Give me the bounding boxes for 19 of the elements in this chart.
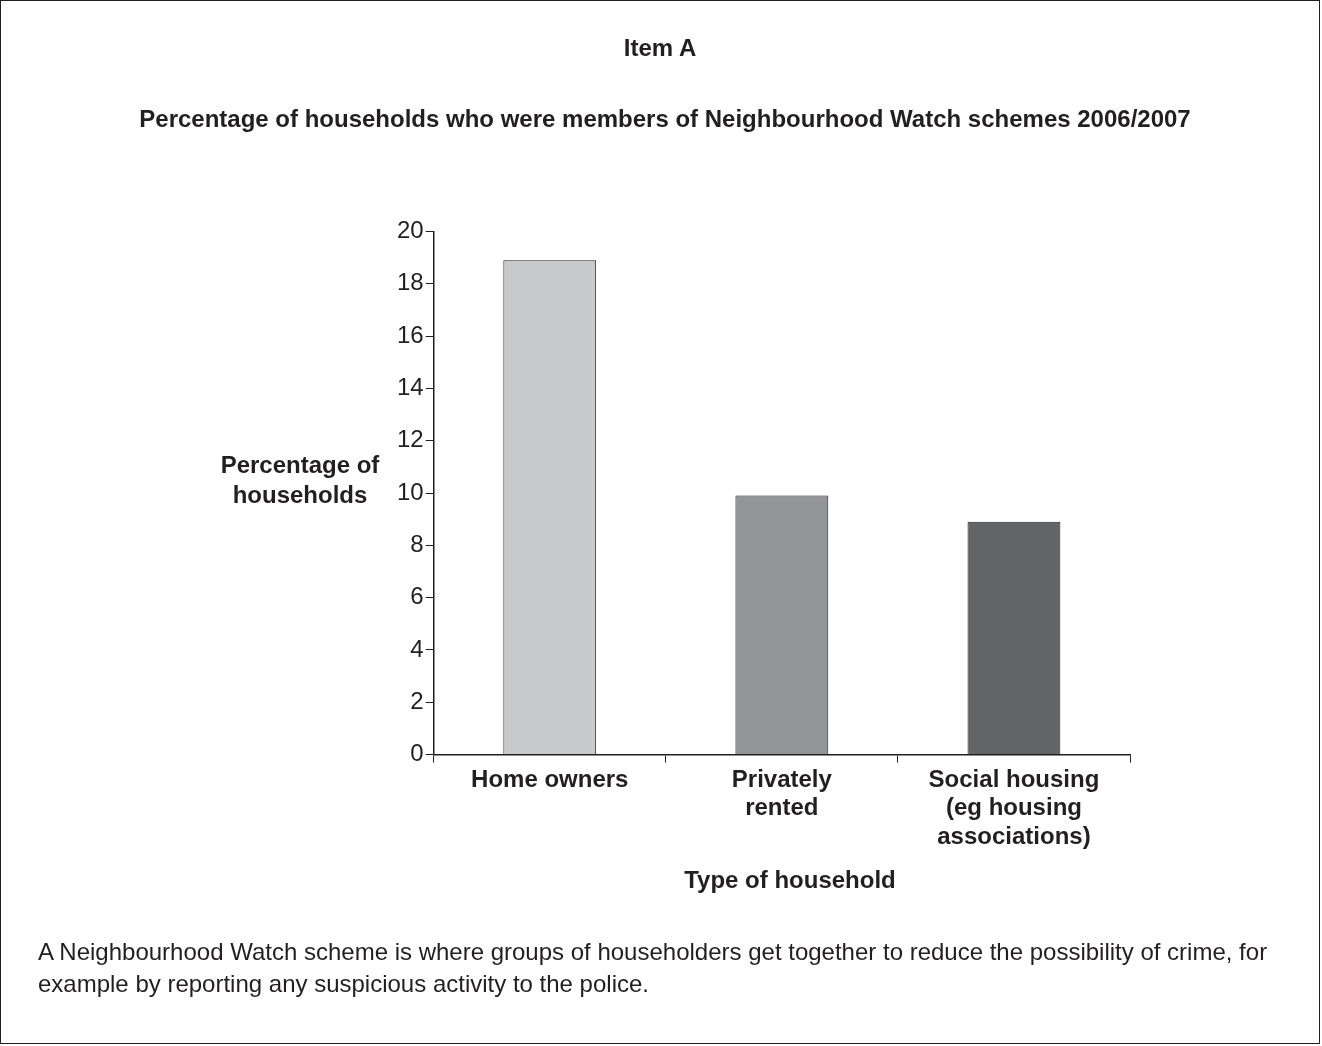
y-tick-label: 2	[410, 686, 424, 714]
text: A Neighbourhood Watch scheme is where groups of householders get together to reduce the possibility of crime, for example by reporting any suspicious activity to the police.	[38, 937, 1269, 999]
chart-subtitle: Percentage of households who were members of Neighbourhood Watch schemes 2006/2007	[138, 104, 1192, 134]
y-tick-label: 18	[396, 268, 424, 296]
y-tick-label: 8	[410, 529, 424, 557]
y-tick-label: 4	[410, 634, 424, 662]
y-tick-label: 20	[396, 216, 424, 244]
y-tick-label: 6	[410, 582, 424, 610]
y-tick-label: 14	[396, 372, 424, 400]
chart-title: Item A	[622, 34, 698, 62]
y-tick-label: 12	[396, 425, 424, 453]
y-tick-label: 16	[396, 320, 424, 348]
x-tick-label: Home owners	[471, 764, 629, 792]
y-tick-label: 10	[396, 477, 424, 505]
x-tick-label: Social housing (eg housing associations)	[928, 764, 1100, 850]
y-tick-label: 0	[410, 739, 424, 767]
x-axis-title: Type of household	[683, 866, 897, 894]
x-tick-label: Privately rented	[731, 764, 833, 821]
y-axis-title: Percentage of households	[220, 451, 380, 508]
